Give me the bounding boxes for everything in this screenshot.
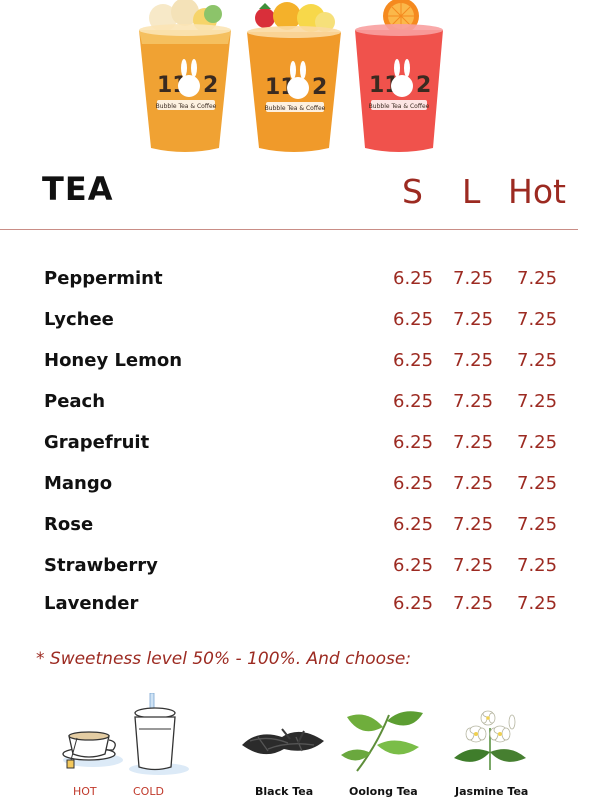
column-header-hot: Hot (508, 172, 566, 211)
hero-drinks: 11 2 Bubble Tea & Coffee 11 2 Bubble Tea… (0, 0, 600, 160)
price-large: 7.25 (453, 555, 494, 576)
menu-title: TEA (42, 170, 114, 208)
price-hot: 7.25 (517, 514, 558, 535)
item-name: Peppermint (44, 268, 163, 289)
sweetness-note: * Sweetness level 50% - 100%. And choose… (36, 649, 412, 669)
price-hot: 7.25 (517, 593, 558, 614)
price-large: 7.25 (453, 432, 494, 453)
price-hot: 7.25 (517, 391, 558, 412)
menu-item: Rose 6.25 7.25 7.25 (0, 514, 600, 542)
price-small: 6.25 (393, 593, 434, 614)
menu-item: Mango 6.25 7.25 7.25 (0, 473, 600, 501)
price-hot: 7.25 (517, 268, 558, 289)
drink-cup-3: 11 2 Bubble Tea & Coffee (355, 0, 443, 152)
price-small: 6.25 (393, 350, 434, 371)
cold-cup-icon (129, 692, 189, 775)
black-tea-option (238, 715, 328, 765)
price-hot: 7.25 (517, 350, 558, 371)
price-large: 7.25 (453, 309, 494, 330)
price-small: 6.25 (393, 391, 434, 412)
column-header-l: L (462, 172, 481, 211)
item-name: Peach (44, 391, 106, 412)
menu-item: Peppermint 6.25 7.25 7.25 (0, 268, 600, 296)
item-name: Rose (44, 514, 94, 535)
column-header-s: S (402, 172, 423, 211)
black-tea-leaves-icon (242, 728, 324, 755)
black-tea-label: Black Tea (255, 785, 314, 798)
hot-option (55, 718, 125, 778)
menu-item: Lychee 6.25 7.25 7.25 (0, 309, 600, 337)
price-large: 7.25 (453, 514, 494, 535)
oolong-tea-leaves-icon (341, 711, 423, 772)
price-hot: 7.25 (517, 432, 558, 453)
svg-text:2: 2 (312, 75, 327, 100)
svg-text:2: 2 (416, 73, 431, 98)
svg-text:Bubble Tea & Coffee: Bubble Tea & Coffee (369, 103, 430, 110)
menu-item: Grapefruit 6.25 7.25 7.25 (0, 432, 600, 460)
price-hot: 7.25 (517, 555, 558, 576)
cold-option (125, 692, 195, 778)
oolong-tea-label: Oolong Tea (349, 785, 418, 798)
item-name: Grapefruit (44, 432, 150, 453)
item-name: Mango (44, 473, 113, 494)
item-name: Honey Lemon (44, 350, 183, 371)
price-small: 6.25 (393, 432, 434, 453)
price-large: 7.25 (453, 268, 494, 289)
price-large: 7.25 (453, 473, 494, 494)
price-small: 6.25 (393, 268, 434, 289)
price-large: 7.25 (453, 593, 494, 614)
cold-label: COLD (133, 785, 164, 798)
oolong-tea-option (337, 705, 433, 775)
svg-text:2: 2 (203, 73, 218, 98)
drink-cup-2: 11 2 Bubble Tea & Coffee (247, 2, 341, 152)
svg-text:Bubble Tea & Coffee: Bubble Tea & Coffee (156, 103, 217, 110)
item-name: Lychee (44, 309, 114, 330)
price-small: 6.25 (393, 555, 434, 576)
item-name: Lavender (44, 593, 139, 614)
price-large: 7.25 (453, 350, 494, 371)
menu-item: Lavender 6.25 7.25 7.25 (0, 593, 600, 621)
price-hot: 7.25 (517, 473, 558, 494)
jasmine-tea-option (448, 708, 532, 776)
svg-text:Bubble Tea & Coffee: Bubble Tea & Coffee (265, 105, 326, 112)
jasmine-flower-icon (454, 710, 526, 770)
price-large: 7.25 (453, 391, 494, 412)
drink-cup-1: 11 2 Bubble Tea & Coffee (139, 0, 231, 152)
price-hot: 7.25 (517, 309, 558, 330)
hot-cup-icon (62, 731, 123, 769)
menu-item: Strawberry 6.25 7.25 7.25 (0, 555, 600, 583)
price-small: 6.25 (393, 514, 434, 535)
header-divider (0, 229, 578, 230)
menu-item: Peach 6.25 7.25 7.25 (0, 391, 600, 419)
hot-label: HOT (73, 785, 97, 798)
price-small: 6.25 (393, 309, 434, 330)
price-small: 6.25 (393, 473, 434, 494)
item-name: Strawberry (44, 555, 158, 576)
menu-item: Honey Lemon 6.25 7.25 7.25 (0, 350, 600, 378)
jasmine-tea-label: Jasmine Tea (455, 785, 529, 798)
